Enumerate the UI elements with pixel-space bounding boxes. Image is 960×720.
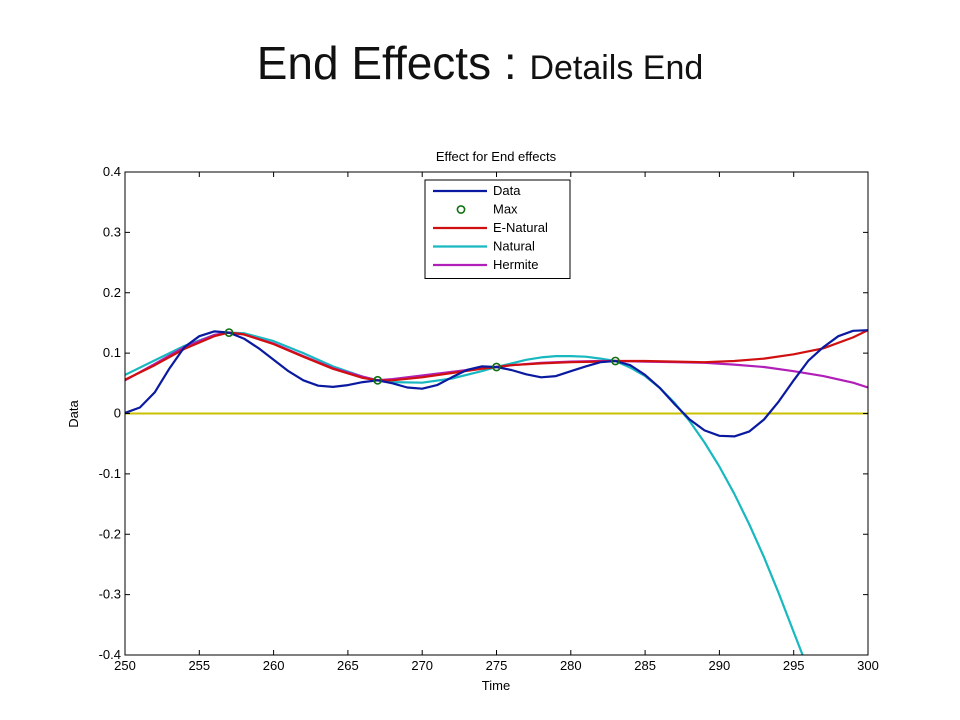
y-tick-label: -0.3 [99, 587, 121, 602]
legend-label: Data [493, 183, 521, 198]
legend-marker [456, 205, 466, 214]
x-tick-label: 270 [411, 658, 433, 673]
y-tick-label: 0.3 [103, 224, 121, 239]
x-tick-label: 280 [560, 658, 582, 673]
legend-box [424, 179, 571, 279]
x-axis-label: Time [482, 678, 510, 693]
max-marker [224, 328, 234, 337]
y-tick-label: -0.2 [99, 526, 121, 541]
series-line-data [125, 329, 868, 438]
x-tick-label: 300 [857, 658, 879, 673]
x-tick-label: 290 [709, 658, 731, 673]
y-tick-label: -0.4 [99, 647, 121, 662]
y-axis-label: Data [66, 400, 81, 428]
x-tick-label: 255 [188, 658, 210, 673]
max-marker [373, 375, 383, 385]
legend: Data Max E-Natural Natural Hermite [424, 179, 571, 279]
slide-title-main: End Effects : [256, 37, 530, 89]
legend-label: Max [493, 202, 518, 217]
y-tick-label: 0 [114, 406, 121, 421]
legend-label: E-Natural [493, 220, 548, 235]
y-tick-label: 0.2 [103, 285, 121, 300]
x-tick-label: 265 [337, 658, 359, 673]
legend-label: Natural [493, 239, 535, 254]
chart-title: Effect for End effects [436, 149, 557, 164]
slide-title: End Effects : Details End [0, 40, 960, 86]
y-tick-label: 0.1 [103, 345, 121, 360]
slide-title-sub: Details End [529, 49, 704, 87]
series-line-e-natural [125, 329, 868, 382]
x-tick-label: 295 [783, 658, 805, 673]
x-tick-label: 285 [634, 658, 656, 673]
x-tick-label: 275 [486, 658, 508, 673]
max-marker [610, 356, 620, 366]
legend-label: Hermite [493, 257, 539, 272]
y-tick-label: -0.1 [99, 466, 121, 481]
series-line-natural [125, 331, 804, 655]
y-tick-label: 0.4 [103, 164, 121, 179]
max-marker [492, 362, 501, 372]
x-tick-label: 260 [263, 658, 285, 673]
x-tick-label: 250 [114, 658, 136, 673]
